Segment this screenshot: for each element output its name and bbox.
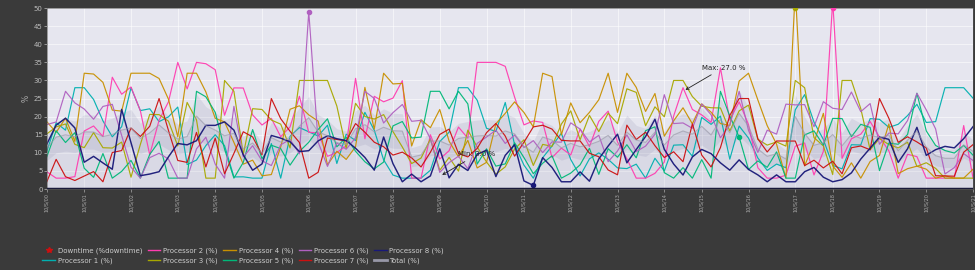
Legend: Downtime (%downtime), Processor 1 (%), Processor 2 (%), Processor 3 (%), Process: Downtime (%downtime), Processor 1 (%), P… — [40, 245, 447, 266]
Text: Max: 27.0 %: Max: 27.0 % — [686, 65, 745, 89]
Text: Min: 3.0 %: Min: 3.0 % — [443, 151, 495, 174]
Y-axis label: %: % — [21, 95, 31, 102]
